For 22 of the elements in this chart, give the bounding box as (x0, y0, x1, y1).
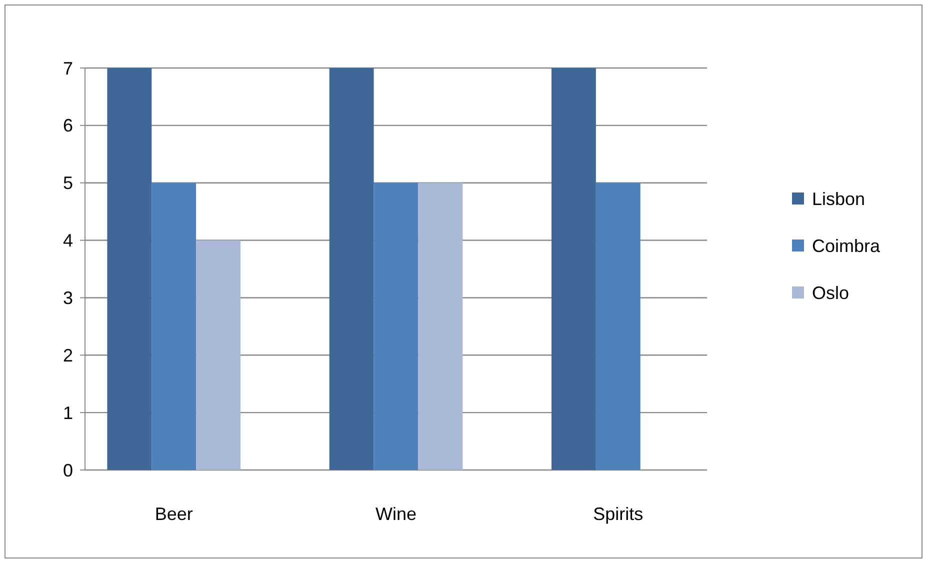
y-tick-label: 4 (62, 230, 73, 251)
bar (196, 240, 240, 470)
bar (374, 182, 418, 470)
y-tick-label: 1 (62, 402, 73, 423)
x-tick-label: Wine (375, 504, 417, 524)
legend-label: Lisbon (812, 188, 866, 209)
x-tick-label: Beer (154, 504, 193, 524)
bar (418, 182, 463, 470)
x-tick-label: Spirits (593, 504, 644, 524)
bar (596, 182, 640, 470)
bar (552, 68, 596, 470)
bar (107, 68, 152, 470)
bar (329, 68, 374, 470)
y-tick-label: 2 (62, 345, 73, 366)
legend-label: Oslo (812, 282, 850, 303)
bar (152, 182, 196, 470)
y-tick-label: 0 (62, 460, 73, 480)
y-tick-label: 7 (62, 58, 73, 78)
legend-label: Coimbra (812, 236, 882, 256)
y-tick-label: 5 (62, 173, 73, 194)
y-tick-label: 3 (62, 288, 73, 308)
y-tick-label: 6 (62, 116, 73, 136)
